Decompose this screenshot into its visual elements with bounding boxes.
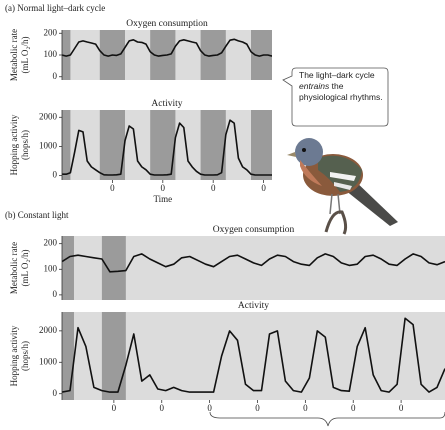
callout-text: The light–dark cycle — [299, 70, 375, 80]
y-axis-label: Hopping activity — [9, 114, 19, 175]
plot-area — [62, 317, 445, 393]
dark-period — [251, 110, 272, 180]
y-tick-label: 2000 — [39, 111, 58, 121]
brace — [209, 411, 445, 427]
y-tick-label: 1000 — [39, 356, 58, 366]
y-tick-label: 0 — [53, 388, 58, 398]
y-axis-label: (mL O₂/h) — [20, 36, 30, 73]
y-axis-label: Metabolic rate — [9, 29, 19, 81]
dark-period — [62, 30, 71, 80]
y-tick-label: 0 — [53, 170, 58, 180]
chart-title: Oxygen consumption — [126, 19, 208, 29]
y-tick-label: 100 — [44, 263, 58, 273]
y-axis-label: Hopping activity — [9, 325, 19, 386]
chart-title: Oxygen consumption — [213, 225, 295, 235]
y-tick-label: 100 — [44, 49, 58, 59]
y-tick-label: 200 — [44, 238, 58, 248]
x-tick-label: 0 — [261, 183, 266, 193]
y-tick-label: 0 — [53, 289, 58, 299]
callout: The light–dark cycle entrains the physio… — [299, 70, 383, 103]
x-tick-label: 0 — [161, 183, 166, 193]
x-tick-label: 0 — [255, 403, 260, 413]
dark-period — [62, 312, 74, 400]
data-line — [62, 253, 445, 273]
x-axis-label: Time — [153, 194, 172, 204]
x-tick-label: 0 — [351, 403, 356, 413]
callout-emphasis: entrains — [299, 81, 330, 91]
x-tick-label: 0 — [207, 403, 212, 413]
y-axis-label: Metabolic rate — [9, 242, 19, 294]
data-line — [62, 38, 272, 57]
y-tick-label: 200 — [44, 27, 58, 37]
chart-title: Activity — [238, 301, 269, 311]
callout-box — [282, 67, 389, 127]
plot-area — [62, 38, 272, 57]
x-tick-label: 0 — [159, 403, 164, 413]
plot-area — [62, 119, 272, 176]
callout-text: the physiological rhythms. — [299, 81, 383, 102]
x-tick-label: 0 — [112, 403, 117, 413]
y-axis-label: (hops/h) — [20, 341, 30, 371]
y-tick-label: 0 — [53, 71, 58, 81]
plot-area — [62, 253, 445, 273]
dark-period — [62, 236, 74, 300]
x-tick-label: 0 — [303, 403, 308, 413]
x-tick-label: 0 — [211, 183, 216, 193]
x-tick-label: 0 — [399, 403, 404, 413]
panel-label: (a) Normal light–dark cycle — [5, 3, 105, 13]
y-tick-label: 1000 — [39, 141, 58, 151]
chart-title: Activity — [151, 99, 182, 109]
y-axis-label: (hops/h) — [20, 130, 30, 160]
y-axis-label: (mL O₂/h) — [20, 249, 30, 286]
dark-period — [62, 110, 71, 180]
bird — [287, 138, 398, 235]
panel-label: (b) Constant light — [5, 210, 69, 220]
dark-period — [101, 236, 126, 300]
dark-period — [101, 312, 126, 400]
y-tick-label: 2000 — [39, 325, 58, 335]
x-tick-label: 0 — [110, 183, 115, 193]
data-line — [62, 119, 272, 176]
data-line — [62, 317, 445, 393]
